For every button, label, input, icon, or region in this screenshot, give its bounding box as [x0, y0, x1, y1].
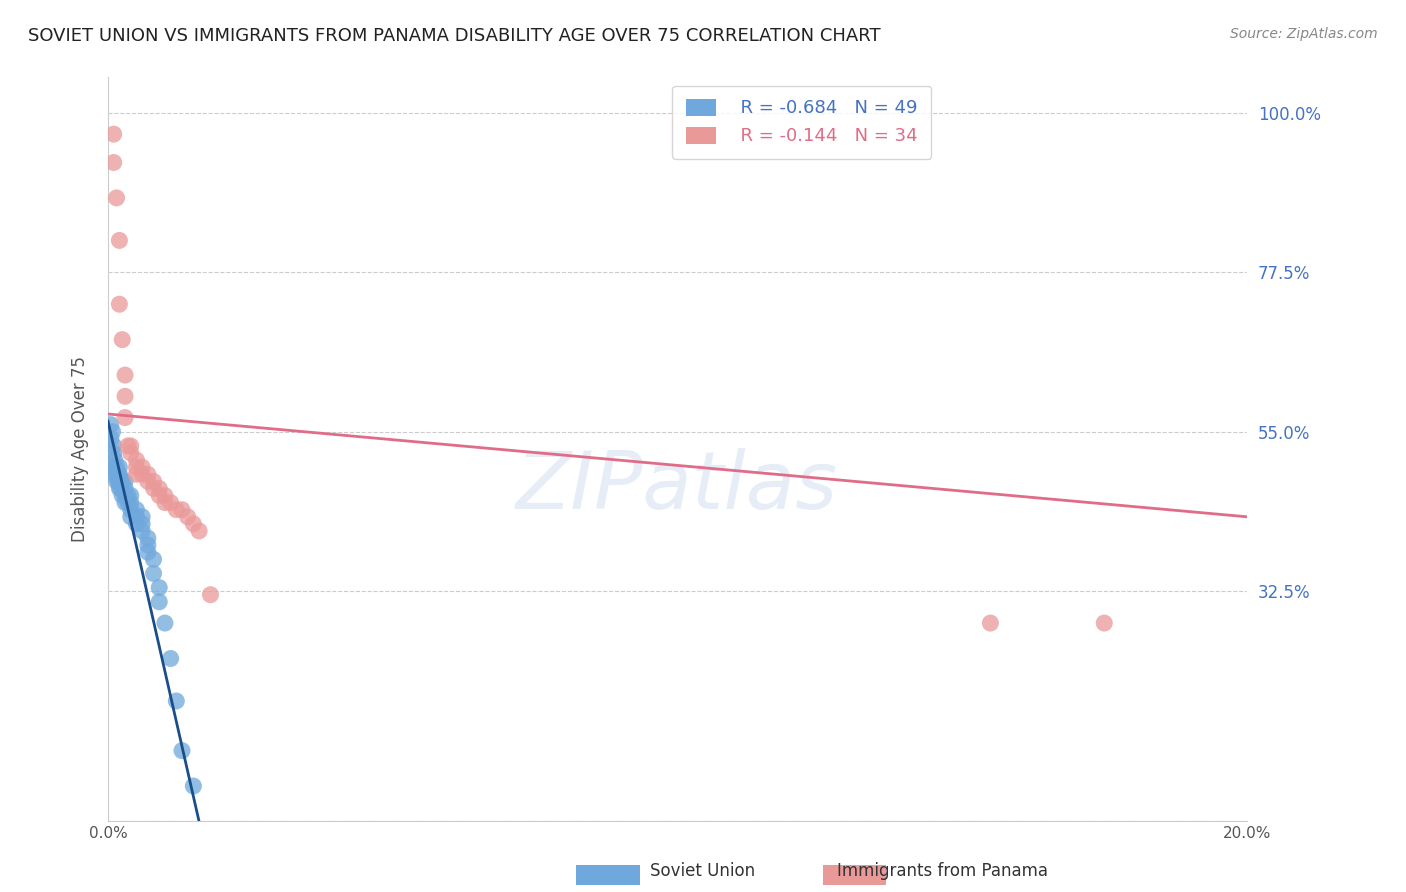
Point	[148, 482, 170, 496]
Point	[111, 333, 134, 347]
Point	[125, 460, 148, 475]
Point	[136, 545, 159, 559]
Point	[165, 502, 187, 516]
Point	[114, 475, 136, 489]
Point	[108, 234, 131, 248]
Point	[110, 475, 132, 489]
Point	[1092, 615, 1115, 630]
Point	[148, 595, 170, 609]
Text: ZIPatlas: ZIPatlas	[516, 448, 838, 525]
Point	[125, 509, 148, 524]
Point	[108, 297, 131, 311]
Point	[105, 460, 128, 475]
Text: Immigrants from Panama: Immigrants from Panama	[837, 863, 1047, 880]
Point	[111, 475, 134, 489]
Point	[153, 495, 176, 509]
Text: Soviet Union: Soviet Union	[651, 863, 755, 880]
Point	[125, 516, 148, 531]
Point	[131, 516, 153, 531]
Point	[103, 446, 125, 460]
Point	[120, 489, 142, 503]
Point	[114, 389, 136, 403]
Point	[103, 460, 125, 475]
Text: Source: ZipAtlas.com: Source: ZipAtlas.com	[1230, 27, 1378, 41]
Point	[114, 368, 136, 382]
Point	[108, 482, 131, 496]
Point	[125, 467, 148, 482]
Point	[105, 467, 128, 482]
Point	[101, 425, 124, 439]
Point	[183, 779, 205, 793]
Point	[170, 502, 193, 516]
Legend:   R = -0.684   N = 49,   R = -0.144   N = 34: R = -0.684 N = 49, R = -0.144 N = 34	[672, 86, 931, 159]
Point	[136, 531, 159, 545]
Point	[107, 467, 129, 482]
Point	[142, 552, 165, 566]
Point	[103, 127, 125, 141]
Point	[136, 475, 159, 489]
Point	[105, 475, 128, 489]
Y-axis label: Disability Age Over 75: Disability Age Over 75	[72, 357, 89, 542]
Point	[183, 516, 205, 531]
Point	[104, 453, 127, 467]
Point	[131, 460, 153, 475]
Point	[165, 694, 187, 708]
Point	[142, 482, 165, 496]
Point	[117, 495, 139, 509]
Point	[979, 615, 1001, 630]
Text: SOVIET UNION VS IMMIGRANTS FROM PANAMA DISABILITY AGE OVER 75 CORRELATION CHART: SOVIET UNION VS IMMIGRANTS FROM PANAMA D…	[28, 27, 880, 45]
Point	[105, 191, 128, 205]
Point	[108, 475, 131, 489]
Point	[108, 460, 131, 475]
Point	[125, 453, 148, 467]
Point	[142, 566, 165, 581]
Point	[117, 489, 139, 503]
Point	[131, 509, 153, 524]
Point	[114, 482, 136, 496]
Point	[103, 439, 125, 453]
Point	[110, 482, 132, 496]
Point	[131, 524, 153, 538]
Point	[100, 432, 122, 446]
Point	[148, 489, 170, 503]
Point	[107, 475, 129, 489]
Point	[148, 581, 170, 595]
Point	[136, 467, 159, 482]
Point	[176, 509, 198, 524]
Point	[100, 417, 122, 432]
Point	[103, 155, 125, 169]
Point	[111, 489, 134, 503]
Point	[114, 489, 136, 503]
Point	[120, 509, 142, 524]
Point	[108, 467, 131, 482]
Point	[188, 524, 211, 538]
Point	[120, 446, 142, 460]
Point	[153, 489, 176, 503]
Point	[142, 475, 165, 489]
Point	[136, 538, 159, 552]
Point	[117, 439, 139, 453]
Point	[159, 495, 181, 509]
Point	[120, 495, 142, 509]
Point	[125, 502, 148, 516]
Point	[114, 495, 136, 509]
Point	[120, 502, 142, 516]
Point	[159, 651, 181, 665]
Point	[114, 410, 136, 425]
Point	[170, 743, 193, 757]
Point	[131, 467, 153, 482]
Point	[104, 467, 127, 482]
Point	[153, 615, 176, 630]
Point	[120, 439, 142, 453]
Point	[200, 588, 222, 602]
